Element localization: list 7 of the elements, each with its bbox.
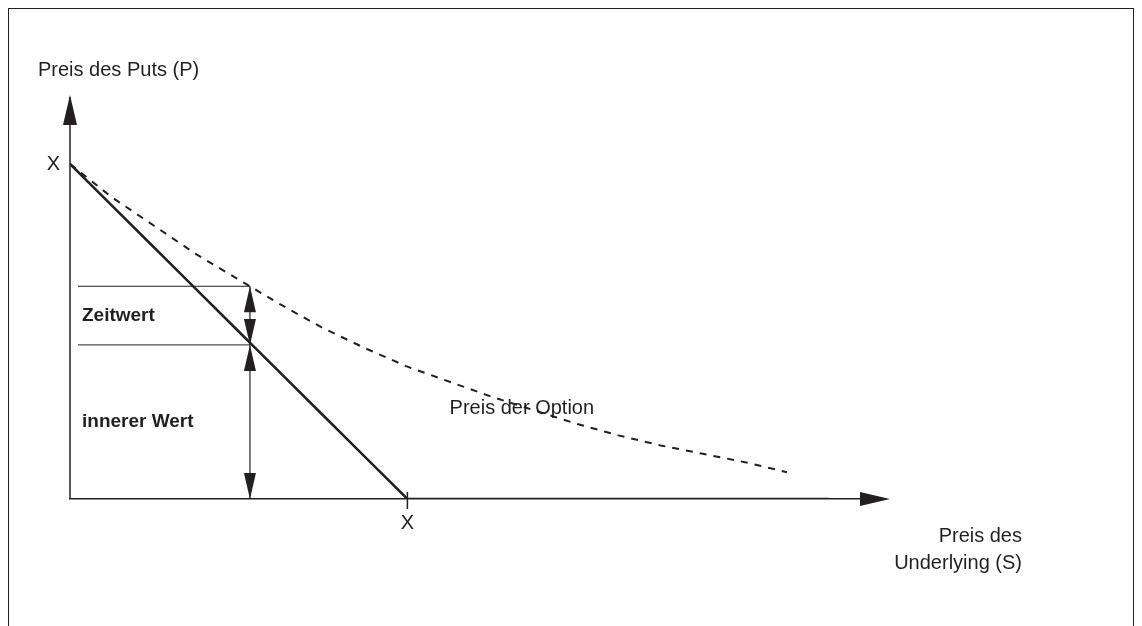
text: X: [46, 151, 60, 174]
annotation: Zeitwert: [82, 303, 156, 325]
annotation: innerer Wert: [82, 410, 195, 432]
x-axis-title: Preis des Underlying (S): [893, 523, 1022, 575]
y-axis-title: Preis des Puts (P): [38, 58, 200, 81]
annotation: X: [400, 510, 415, 533]
annotation: Preis der Option: [449, 396, 595, 419]
